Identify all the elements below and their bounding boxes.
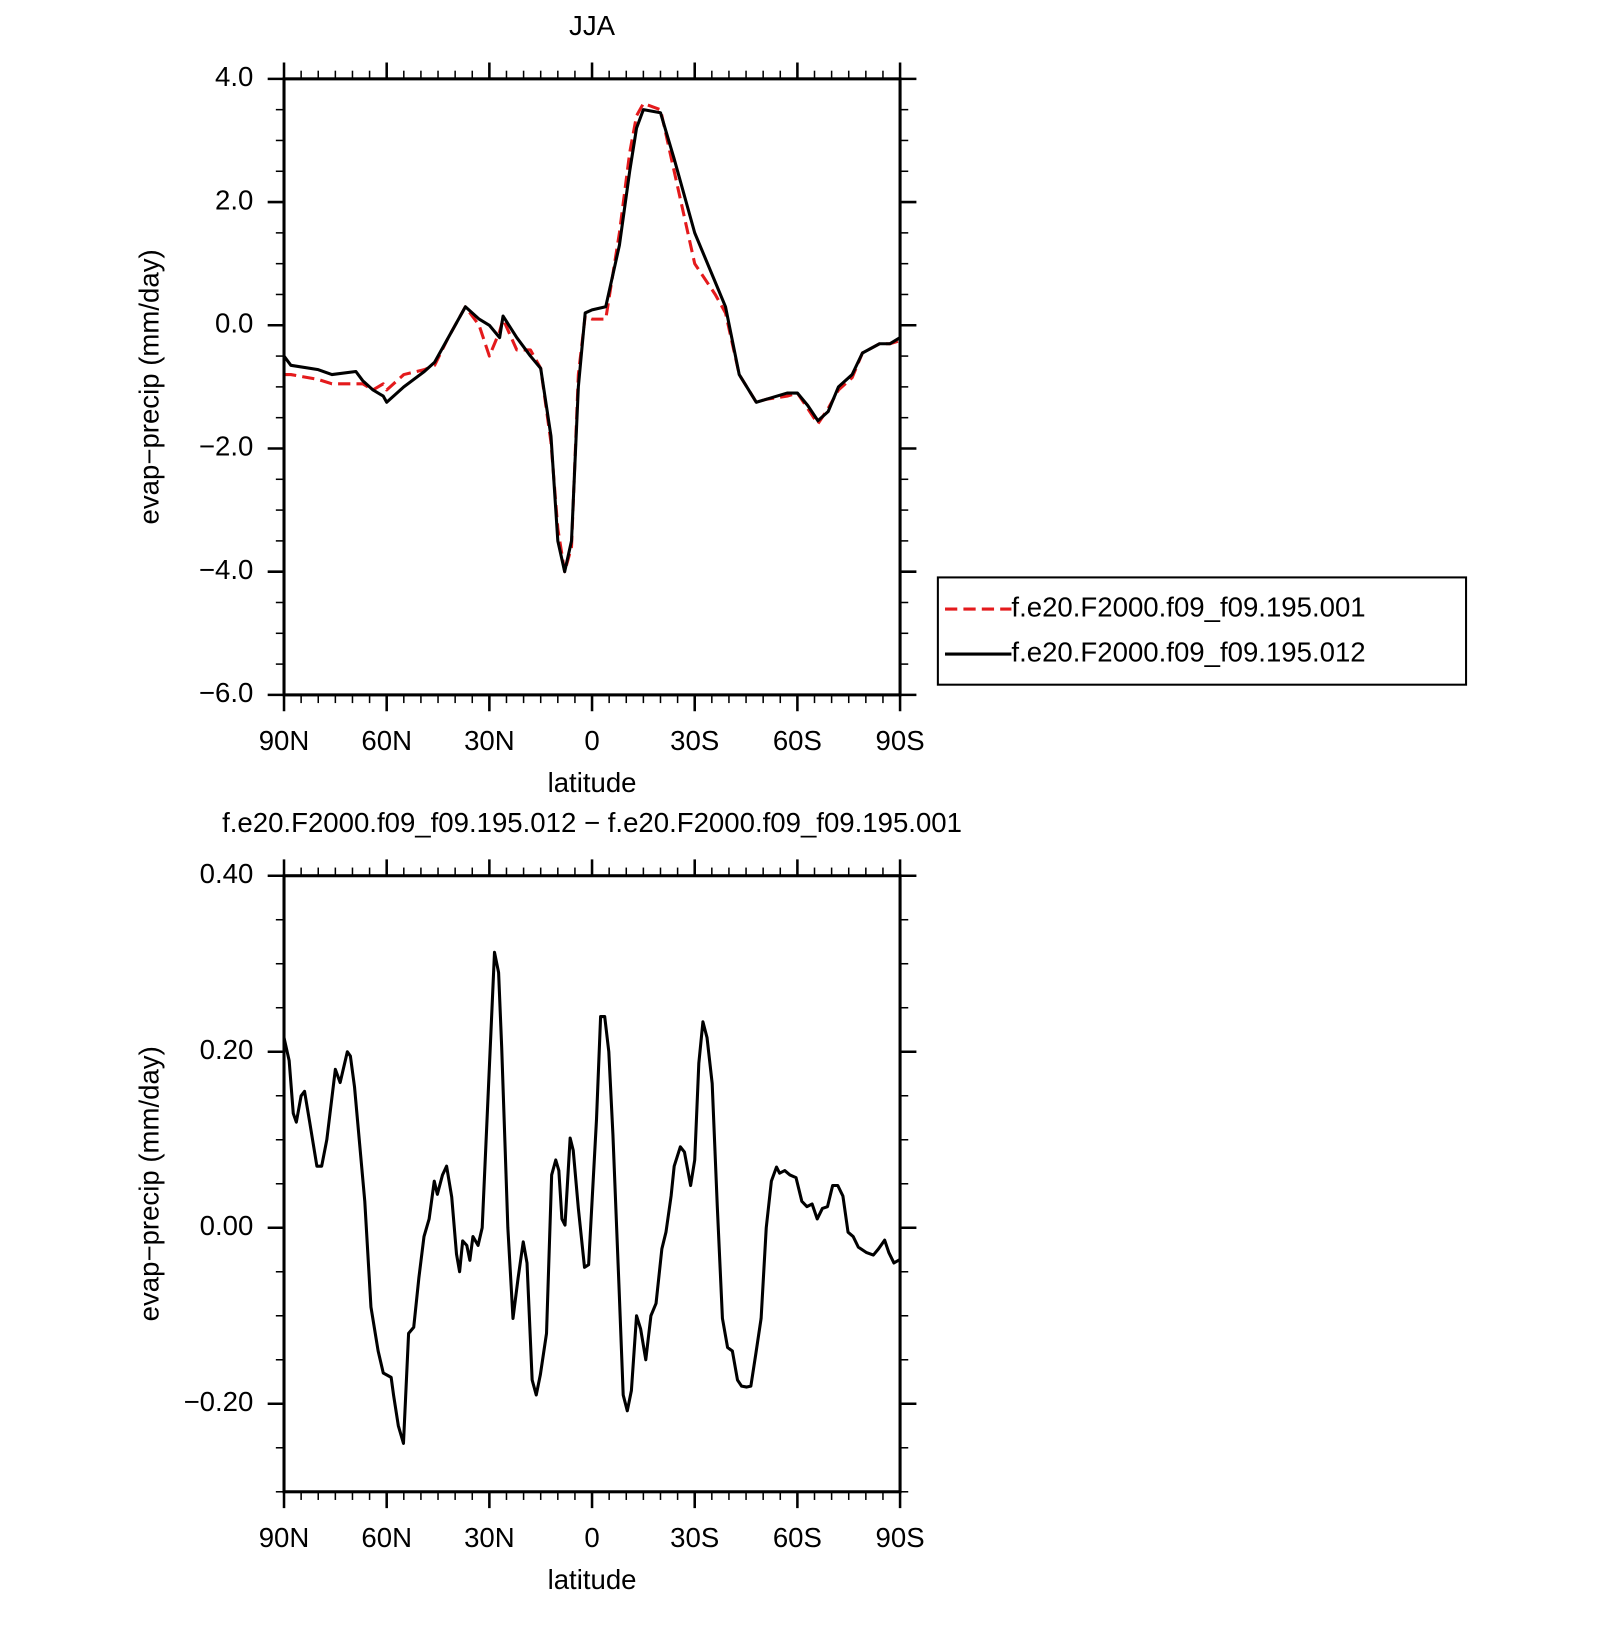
- data-line: [284, 101, 901, 574]
- y-tick-label: 2.0: [215, 184, 253, 215]
- legend-label: f.e20.F2000.f09_f09.195.012: [1011, 636, 1365, 667]
- x-tick-label: 90N: [259, 1522, 310, 1553]
- y-tick-label: 0.20: [200, 1034, 254, 1065]
- chart-title: JJA: [569, 10, 616, 41]
- x-tick-label: 60S: [773, 1522, 822, 1553]
- x-tick-label: 30N: [464, 725, 515, 756]
- x-tick-label: 0: [584, 725, 599, 756]
- x-tick-label: 60S: [773, 725, 822, 756]
- x-tick-label: 90S: [876, 725, 925, 756]
- x-tick-label: 90S: [876, 1522, 925, 1553]
- x-tick-label: 90N: [259, 725, 310, 756]
- x-tick-label: 0: [584, 1522, 599, 1553]
- plot-frame: [282, 77, 902, 697]
- y-tick-label: 0.40: [200, 858, 254, 889]
- x-tick-label: 60N: [361, 725, 412, 756]
- x-axis-label: latitude: [548, 1564, 637, 1595]
- plot-frame: [282, 874, 902, 1494]
- y-tick-label: −4.0: [199, 554, 253, 585]
- y-axis-label: evap−precip (mm/day): [133, 1046, 164, 1321]
- data-line: [282, 950, 901, 1445]
- data-line: [282, 108, 901, 574]
- y-tick-label: −2.0: [199, 431, 253, 462]
- x-axis-label: latitude: [548, 767, 637, 798]
- chart-title: f.e20.F2000.f09_f09.195.012 − f.e20.F200…: [222, 807, 962, 838]
- y-tick-label: −0.20: [184, 1386, 254, 1417]
- x-tick-label: 30S: [670, 1522, 719, 1553]
- x-tick-label: 30S: [670, 725, 719, 756]
- x-tick-label: 60N: [361, 1522, 412, 1553]
- legend-label: f.e20.F2000.f09_f09.195.001: [1011, 591, 1365, 622]
- y-tick-label: 0.00: [200, 1210, 254, 1241]
- legend-box: [936, 576, 1468, 686]
- y-tick-label: −6.0: [199, 677, 253, 708]
- x-tick-label: 30N: [464, 1522, 515, 1553]
- y-tick-label: 4.0: [215, 61, 253, 92]
- y-tick-label: 0.0: [215, 308, 253, 339]
- y-axis-label: evap−precip (mm/day): [133, 249, 164, 524]
